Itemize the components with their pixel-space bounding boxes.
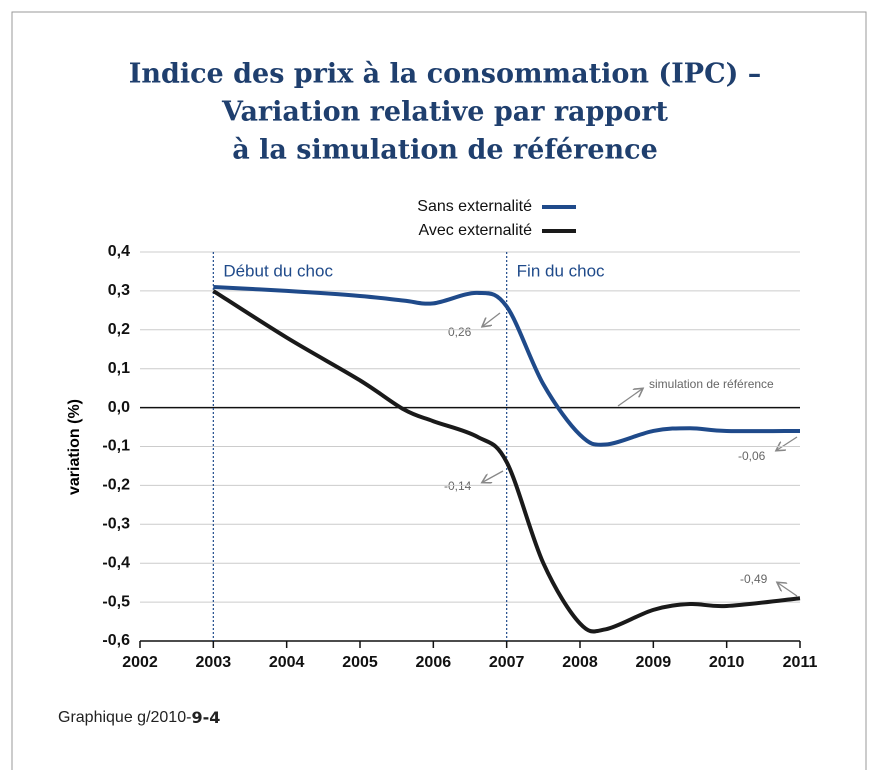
y-tick-label: -0,2 bbox=[102, 477, 130, 494]
y-tick-label: -0,3 bbox=[102, 516, 130, 533]
series-line bbox=[212, 289, 801, 634]
y-tick-label: 0,4 bbox=[108, 243, 130, 260]
arrow bbox=[483, 312, 501, 326]
x-tick-label: 2007 bbox=[489, 654, 525, 671]
chart-title: Indice des prix à la consommation (IPC) … bbox=[129, 59, 762, 90]
annotation: -0,06 bbox=[738, 449, 766, 463]
y-tick-label: 0,1 bbox=[108, 360, 130, 377]
footer-prefix: Graphique g/2010- bbox=[58, 709, 191, 726]
annotation: 0,26 bbox=[448, 325, 472, 339]
y-axis-label: variation (%) bbox=[66, 399, 83, 495]
annotation: -0,49 bbox=[740, 572, 768, 586]
arrow bbox=[483, 470, 504, 482]
marker-label: Fin du choc bbox=[517, 261, 605, 280]
y-tick-label: -0,4 bbox=[102, 554, 130, 571]
y-tick-label: -0,6 bbox=[102, 632, 130, 649]
chart-title: Variation relative par rapport bbox=[221, 97, 669, 128]
x-tick-label: 2006 bbox=[416, 654, 452, 671]
x-tick-label: 2004 bbox=[269, 654, 305, 671]
x-tick-label: 2005 bbox=[342, 654, 378, 671]
x-tick-label: 2002 bbox=[122, 654, 158, 671]
x-tick-label: 2008 bbox=[562, 654, 598, 671]
x-tick-label: 2003 bbox=[196, 654, 232, 671]
y-tick-label: 0,2 bbox=[108, 321, 130, 338]
y-tick-label: 0,0 bbox=[108, 399, 130, 416]
x-tick-label: 2011 bbox=[783, 654, 818, 671]
y-tick-label: -0,1 bbox=[102, 438, 130, 455]
legend-label: Sans externalité bbox=[417, 198, 532, 215]
y-tick-label: 0,3 bbox=[108, 282, 130, 299]
legend-label: Avec externalité bbox=[418, 222, 532, 239]
annotation: simulation de référence bbox=[649, 377, 774, 391]
x-tick-label: 2010 bbox=[709, 654, 745, 671]
arrow bbox=[778, 583, 798, 597]
annotation: -0,14 bbox=[444, 479, 472, 493]
arrow bbox=[617, 389, 642, 407]
frame bbox=[11, 11, 867, 770]
chart-title: à la simulation de référence bbox=[232, 135, 658, 166]
footer: Graphique g/2010-9-4 bbox=[58, 708, 220, 727]
marker-label: Début du choc bbox=[223, 261, 333, 280]
y-tick-label: -0,5 bbox=[102, 593, 130, 610]
series-line bbox=[213, 285, 801, 447]
footer-number: 9-4 bbox=[191, 708, 220, 727]
arrow bbox=[777, 436, 798, 450]
x-tick-label: 2009 bbox=[636, 654, 672, 671]
